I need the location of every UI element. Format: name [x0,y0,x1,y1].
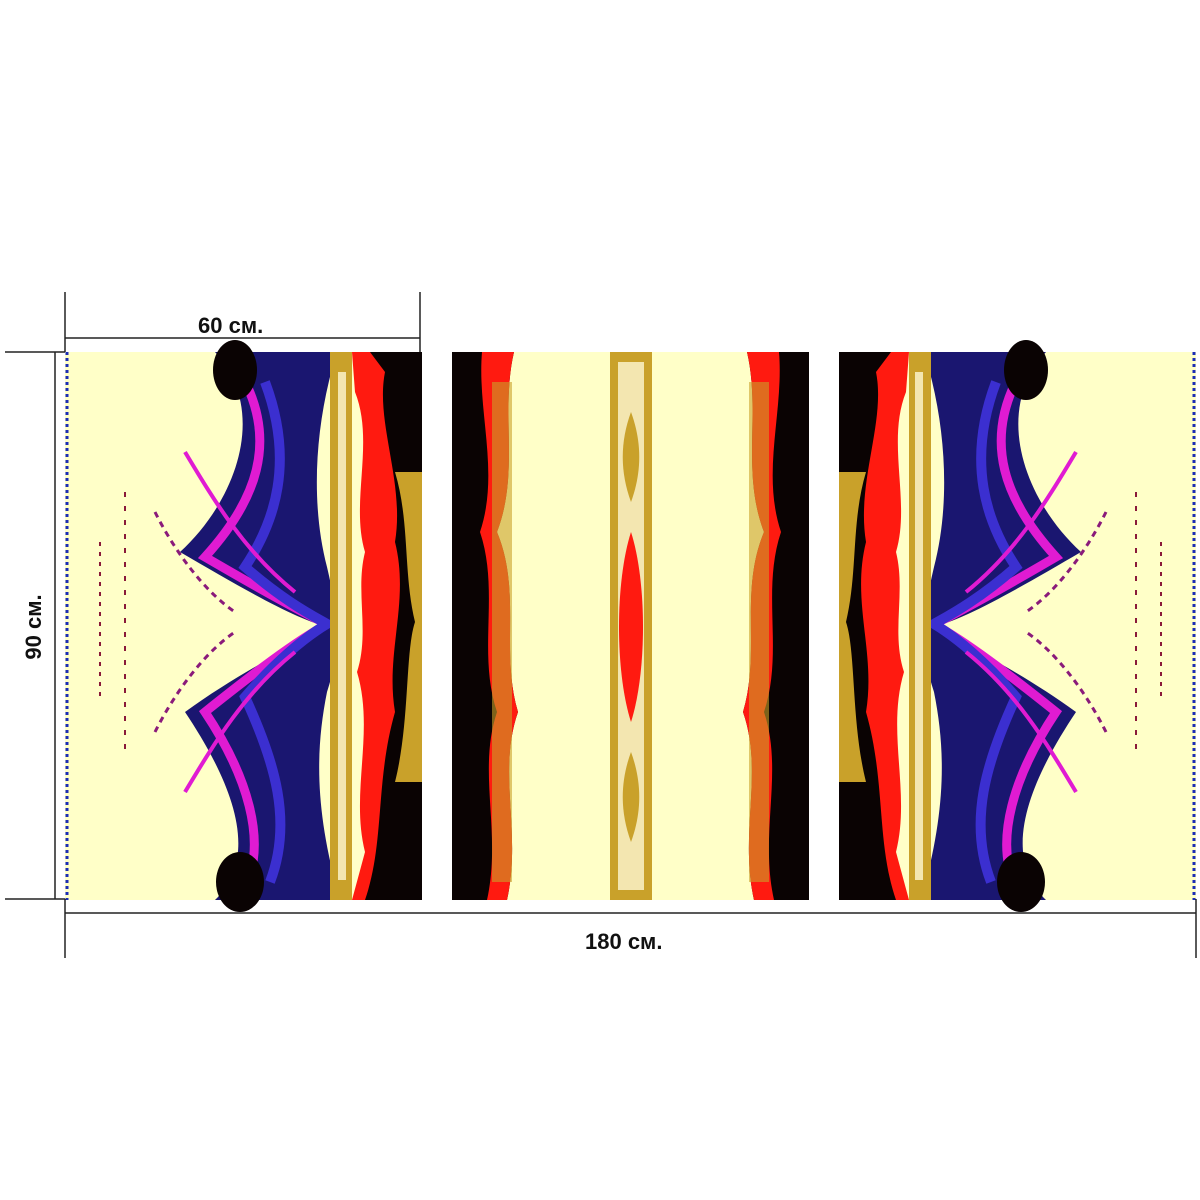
total-width-label: 180 см. [585,929,663,954]
total-width-dimension [64,899,1197,958]
height-dimension [5,351,65,900]
right-panel [839,340,1196,912]
left-panel [65,340,422,912]
panel-width-dimension [64,292,421,352]
panel-width-label: 60 см. [198,313,264,338]
center-panel [452,352,809,900]
height-label: 90 см. [21,594,46,660]
